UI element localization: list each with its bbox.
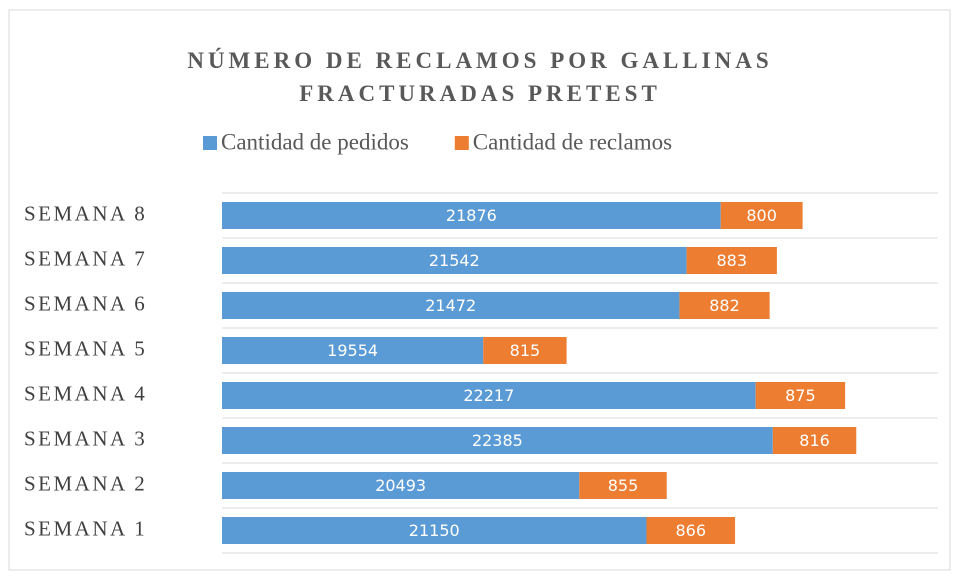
data-label: 22217 bbox=[463, 386, 514, 405]
y-tick-label: SEMANA 5 bbox=[24, 336, 147, 360]
y-tick-label: SEMANA 8 bbox=[24, 201, 147, 225]
data-label: 815 bbox=[510, 341, 541, 360]
bar-segment bbox=[646, 517, 736, 544]
bar-segment bbox=[222, 427, 773, 454]
bar-segment bbox=[222, 382, 756, 409]
data-label: 21876 bbox=[446, 206, 497, 225]
data-label: 22385 bbox=[472, 431, 523, 450]
bar-segment bbox=[755, 382, 846, 409]
legend-swatch bbox=[203, 136, 217, 150]
bar-segment bbox=[222, 517, 647, 544]
bar-segment bbox=[679, 292, 770, 319]
data-label: 21472 bbox=[425, 296, 476, 315]
data-label: 875 bbox=[785, 386, 816, 405]
data-label: 816 bbox=[799, 431, 830, 450]
data-label: 883 bbox=[716, 251, 747, 270]
data-label: 855 bbox=[608, 476, 639, 495]
y-tick-label: SEMANA 4 bbox=[24, 381, 147, 405]
bar-segment bbox=[772, 427, 857, 454]
bar-segment bbox=[483, 337, 567, 364]
bar-segment bbox=[579, 472, 667, 499]
bar-segment bbox=[686, 247, 777, 274]
legend-swatch bbox=[454, 136, 469, 150]
y-tick-label: SEMANA 6 bbox=[24, 291, 147, 315]
data-label: 20493 bbox=[375, 476, 426, 495]
data-label: 800 bbox=[746, 206, 777, 225]
bar-segment bbox=[222, 472, 580, 499]
bar-segment bbox=[720, 202, 803, 229]
bar-segment bbox=[222, 202, 721, 229]
bar-segment bbox=[222, 337, 484, 364]
data-label: 21542 bbox=[429, 251, 480, 270]
data-label: 866 bbox=[676, 521, 707, 540]
y-tick-label: SEMANA 1 bbox=[24, 516, 147, 540]
data-label: 21150 bbox=[409, 521, 460, 540]
bar-segment bbox=[222, 247, 687, 274]
legend-label: Cantidad de reclamos bbox=[473, 129, 672, 154]
bar-segment bbox=[222, 292, 680, 319]
y-tick-label: SEMANA 7 bbox=[24, 246, 147, 270]
y-tick-label: SEMANA 3 bbox=[24, 426, 147, 450]
data-label: 882 bbox=[709, 296, 740, 315]
y-tick-label: SEMANA 2 bbox=[24, 471, 147, 495]
legend-label: Cantidad de pedidos bbox=[221, 129, 409, 154]
data-label: 19554 bbox=[327, 341, 378, 360]
chart-title: NÚMERO DE RECLAMOS POR GALLINAS FRACTURA… bbox=[187, 48, 773, 106]
